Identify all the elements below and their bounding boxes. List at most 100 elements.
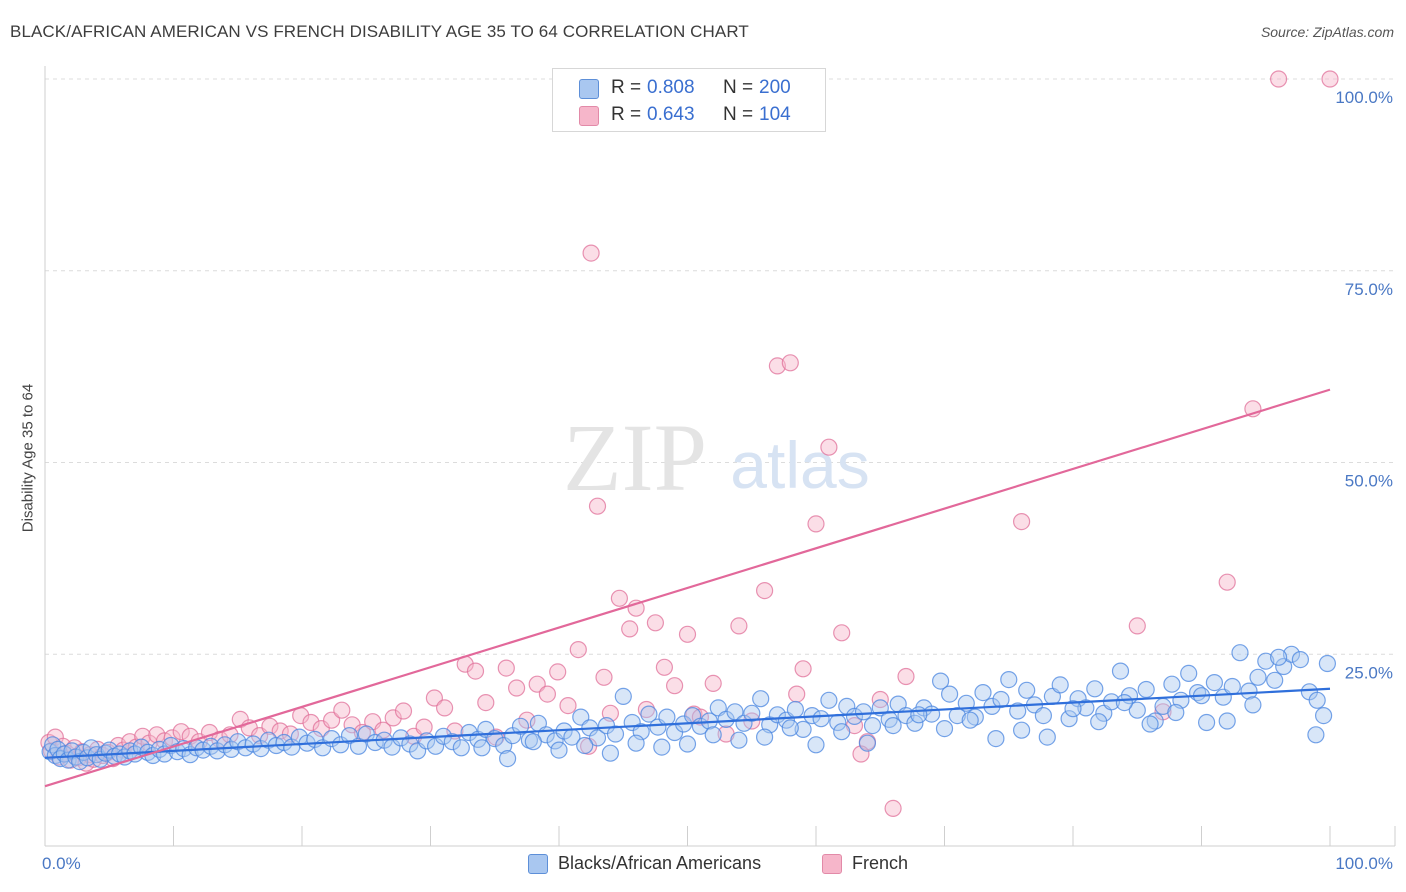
- data-point-blacks: [1314, 706, 1333, 725]
- data-point-french: [384, 709, 402, 727]
- data-point-french: [704, 674, 722, 693]
- data-point-blacks: [906, 714, 924, 732]
- data-point-blacks: [1038, 728, 1056, 746]
- data-point-french: [788, 685, 806, 703]
- data-point-blacks: [678, 735, 697, 753]
- data-point-blacks: [576, 736, 594, 755]
- data-point-blacks: [1197, 713, 1216, 732]
- data-point-blacks: [948, 706, 966, 725]
- data-point-blacks: [858, 734, 877, 752]
- legend-n-value: 104: [759, 104, 791, 125]
- data-point-blacks: [1137, 680, 1155, 699]
- axes: [44, 66, 1396, 847]
- data-point-blacks: [1223, 677, 1241, 696]
- data-point-french: [852, 745, 870, 763]
- watermark-zip: ZIP: [563, 404, 707, 511]
- data-point-french: [637, 700, 656, 719]
- data-point-blacks: [974, 683, 992, 702]
- data-point-blacks: [743, 704, 761, 722]
- data-point-french: [621, 620, 639, 638]
- series-blacks: [41, 644, 1337, 771]
- legend-row-french: R = 0.643 N = 104: [553, 102, 825, 128]
- source-label: Source: ZipAtlas.com: [1260, 24, 1394, 40]
- y-tick-label: 25.0%: [1345, 663, 1393, 682]
- data-point-french: [172, 723, 190, 741]
- data-point-blacks: [1240, 682, 1258, 700]
- data-point-blacks: [473, 739, 491, 757]
- tick-labels: 25.0% 50.0% 75.0% 100.0% 0.0% 100.0%: [42, 88, 1393, 873]
- data-point-blacks: [452, 739, 470, 757]
- data-point-french: [655, 658, 674, 676]
- data-point-blacks: [1000, 670, 1018, 689]
- data-point-blacks: [1167, 703, 1185, 722]
- data-point-french: [610, 589, 629, 607]
- data-point-blacks: [794, 720, 812, 739]
- data-point-blacks: [1115, 693, 1134, 712]
- data-point-french: [768, 357, 787, 375]
- data-point-blacks: [1051, 676, 1069, 694]
- legend-swatch-blue: [579, 79, 599, 99]
- data-point-french: [559, 696, 577, 715]
- data-point-blacks: [910, 706, 928, 724]
- data-point-blacks: [755, 728, 774, 746]
- watermark-atlas: atlas: [730, 428, 869, 502]
- data-point-blacks: [614, 687, 632, 706]
- data-point-french: [820, 438, 838, 456]
- data-point-blacks: [1249, 668, 1267, 686]
- data-point-french: [134, 727, 152, 745]
- data-point-blacks: [1064, 700, 1082, 718]
- data-point-french: [1128, 617, 1146, 635]
- data-point-french: [755, 581, 774, 600]
- data-point-blacks: [1012, 721, 1031, 739]
- legend-r-label: R =: [611, 77, 642, 98]
- data-point-blacks: [1231, 644, 1249, 662]
- data-point-blacks: [1257, 652, 1275, 670]
- data-point-blacks: [1146, 712, 1164, 730]
- data-point-french: [588, 497, 607, 515]
- data-point-french: [415, 718, 433, 736]
- y-tick-label: 50.0%: [1345, 472, 1393, 491]
- data-point-blacks: [44, 736, 62, 754]
- data-point-blacks: [1086, 680, 1104, 698]
- data-point-blacks: [1060, 710, 1078, 728]
- data-point-french: [569, 640, 587, 659]
- data-point-blacks: [460, 723, 478, 742]
- data-point-blacks: [807, 736, 825, 754]
- data-point-blacks: [1266, 671, 1284, 689]
- data-point-blacks: [1218, 712, 1236, 730]
- data-point-french: [665, 677, 684, 695]
- legend-r-value: 0.643: [647, 104, 695, 125]
- data-point-french: [833, 624, 851, 642]
- data-point-blacks: [1308, 691, 1326, 709]
- data-point-blacks: [524, 733, 542, 751]
- data-point-blacks: [640, 705, 658, 723]
- bottom-legend-swatch-blue: [528, 854, 548, 874]
- data-point-french: [1218, 573, 1236, 591]
- x-tick-label: 100.0%: [1335, 854, 1393, 873]
- data-point-blacks: [1009, 702, 1027, 720]
- data-point-blacks: [704, 726, 722, 744]
- data-point-blacks: [601, 744, 620, 762]
- data-point-french: [394, 702, 413, 720]
- data-point-french: [678, 625, 697, 643]
- trend-line-blacks: [44, 687, 1331, 759]
- trend-lines: [44, 388, 1331, 788]
- legend-swatch-pink: [579, 106, 599, 126]
- data-point-blacks: [658, 708, 676, 726]
- data-point-french: [582, 244, 600, 262]
- stats-legend: R = 0.808 N = 200 R = 0.643 N = 104: [552, 68, 826, 132]
- data-point-blacks: [349, 737, 368, 755]
- data-point-blacks: [752, 690, 770, 708]
- data-point-blacks: [781, 719, 799, 737]
- data-point-blacks: [1307, 726, 1325, 744]
- bottom-legend-label: French: [852, 853, 909, 873]
- data-point-blacks: [606, 725, 625, 743]
- data-point-french: [1012, 512, 1031, 531]
- data-point-blacks: [820, 691, 838, 709]
- data-point-french: [333, 701, 351, 719]
- data-point-blacks: [1163, 675, 1181, 693]
- data-point-blacks: [987, 729, 1005, 748]
- data-point-blacks: [511, 717, 530, 735]
- data-point-french: [794, 660, 812, 678]
- gridlines: [45, 78, 1395, 655]
